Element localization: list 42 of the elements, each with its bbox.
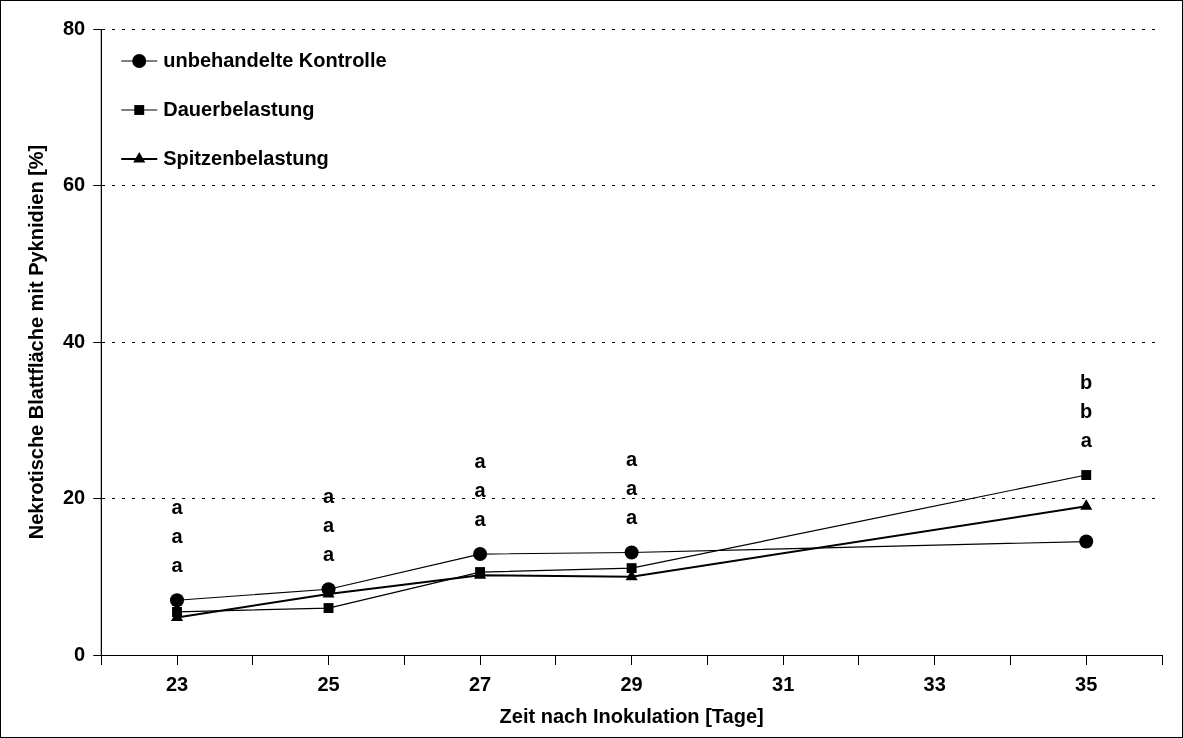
y-tick-label: 80 bbox=[63, 16, 86, 39]
annotation: a bbox=[474, 449, 487, 472]
annotation: a bbox=[626, 448, 639, 471]
legend-label: Spitzenbelastung bbox=[163, 146, 329, 169]
annotation: b bbox=[1080, 399, 1093, 422]
annotation: a bbox=[626, 506, 639, 529]
legend-label: unbehandelte Kontrolle bbox=[163, 48, 387, 71]
x-tick-label: 29 bbox=[620, 672, 643, 695]
annotation: a bbox=[474, 478, 487, 501]
x-tick-label: 25 bbox=[317, 672, 340, 695]
annotation: a bbox=[474, 507, 487, 530]
x-tick-label: 27 bbox=[468, 672, 492, 695]
annotation: a bbox=[171, 495, 184, 518]
x-tick-label: 23 bbox=[165, 672, 189, 695]
point bbox=[626, 563, 637, 574]
annotation: a bbox=[322, 484, 335, 507]
x-tick-label: 31 bbox=[772, 672, 795, 695]
annotation: a bbox=[322, 542, 335, 565]
annotation: a bbox=[171, 524, 184, 547]
y-axis-title: Nekrotische Blattfläche mit Pyknidien [%] bbox=[24, 144, 47, 540]
annotation: a bbox=[1080, 428, 1093, 451]
annotation: a bbox=[171, 553, 184, 576]
point bbox=[473, 547, 488, 562]
point bbox=[321, 582, 336, 597]
point bbox=[624, 545, 639, 560]
y-tick-label: 20 bbox=[63, 486, 86, 509]
y-tick-label: 60 bbox=[63, 173, 86, 196]
y-tick-label: 0 bbox=[74, 642, 86, 665]
x-tick-label: 33 bbox=[923, 672, 946, 695]
x-axis-title: Zeit nach Inokulation [Tage] bbox=[499, 704, 764, 727]
annotation: a bbox=[626, 477, 639, 500]
x-tick-label: 35 bbox=[1075, 672, 1098, 695]
point bbox=[1079, 534, 1094, 549]
y-tick-label: 40 bbox=[63, 329, 86, 352]
annotation: a bbox=[322, 513, 335, 536]
annotation: b bbox=[1080, 370, 1093, 393]
legend-label: Dauerbelastung bbox=[163, 97, 315, 120]
point bbox=[1080, 499, 1093, 510]
point bbox=[172, 607, 182, 617]
point bbox=[1081, 470, 1092, 480]
point bbox=[170, 593, 185, 608]
point bbox=[323, 603, 334, 613]
